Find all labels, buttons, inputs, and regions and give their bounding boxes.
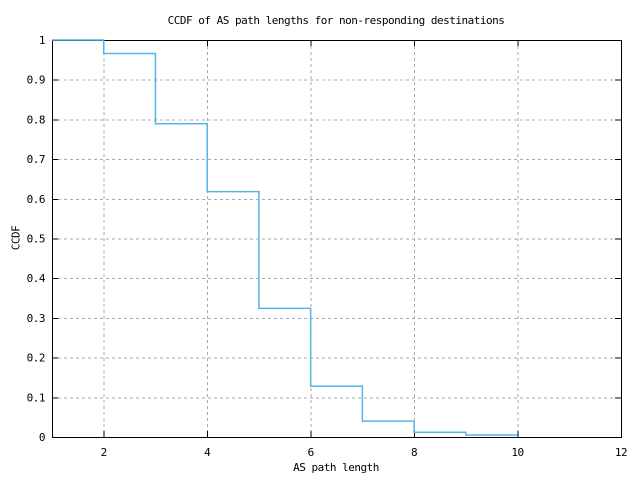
y-axis-label: CCDF (9, 225, 23, 251)
y-tick-label: 0.7 (27, 153, 45, 166)
x-tick-label: 4 (204, 446, 211, 459)
y-tick-label: 0.8 (27, 113, 45, 126)
y-tick-label: 0.4 (27, 272, 46, 285)
y-tick-label: 0.6 (27, 193, 45, 206)
y-tick-label: 1 (39, 34, 45, 47)
x-tick-label: 8 (411, 446, 417, 459)
ccdf-step-curve (52, 39, 518, 436)
x-tick-label: 10 (511, 446, 523, 459)
y-tick-label: 0.9 (27, 74, 45, 87)
y-tick-label: 0 (39, 431, 45, 444)
y-tick-label: 0.5 (27, 233, 45, 246)
y-tick-label: 0.2 (27, 352, 45, 365)
x-tick-label: 12 (615, 446, 627, 459)
chart-title: CCDF of AS path lengths for non-respondi… (167, 14, 505, 27)
y-tick-label: 0.1 (27, 391, 45, 404)
x-tick-label: 2 (101, 446, 107, 459)
y-tick-label: 0.3 (27, 312, 45, 325)
x-axis-label: AS path length (293, 461, 379, 474)
x-tick-label: 6 (308, 446, 314, 459)
